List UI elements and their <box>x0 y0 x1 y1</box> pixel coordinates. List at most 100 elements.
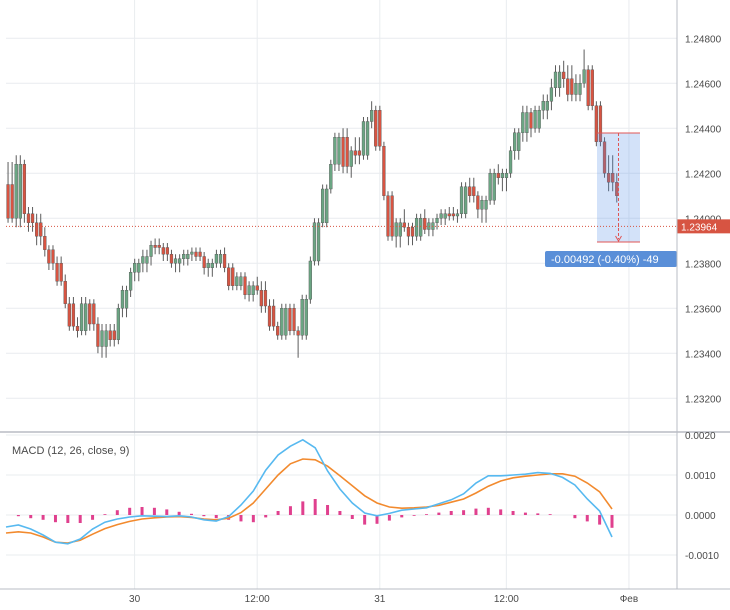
candle-body <box>182 254 186 259</box>
candle-body <box>39 222 43 237</box>
candle-body <box>190 251 194 255</box>
macd-signal-line <box>5 458 613 544</box>
candle-body <box>316 222 321 262</box>
candle-body <box>210 263 214 268</box>
candle-body <box>75 326 80 331</box>
candle-body <box>488 173 492 201</box>
candle-body <box>96 323 100 347</box>
candle-body <box>284 308 288 336</box>
candle-body <box>508 150 513 174</box>
candle-body <box>598 105 603 142</box>
time-tick-label: 30 <box>129 594 141 605</box>
candle-body <box>26 213 31 223</box>
candle-body <box>590 69 594 106</box>
candle-body <box>419 218 423 237</box>
candle-body <box>120 290 125 309</box>
candle-body <box>517 132 521 151</box>
time-tick-label: 12:00 <box>245 594 270 605</box>
candle-body <box>606 173 611 183</box>
measure-arrow-head <box>615 235 622 242</box>
candle-body <box>574 83 578 95</box>
candle-body <box>476 195 480 210</box>
candles <box>6 49 619 358</box>
candle-body <box>255 285 259 291</box>
candle-body <box>276 326 280 336</box>
candle-body <box>10 184 14 219</box>
candle-body <box>165 247 170 255</box>
candle-body <box>206 263 210 268</box>
candle-body <box>161 247 165 255</box>
candle-body <box>484 200 488 210</box>
candle-body <box>312 222 317 262</box>
candle-body <box>545 101 549 111</box>
candle-body <box>259 290 263 307</box>
candle-body <box>22 164 27 214</box>
candle-body <box>333 137 337 165</box>
candle-body <box>562 71 566 79</box>
price-tick-label: 1.23200 <box>685 394 722 405</box>
candle-body <box>6 184 10 219</box>
candle-body <box>84 303 88 331</box>
candle-body <box>218 254 223 264</box>
candle-body <box>504 173 509 178</box>
candle-body <box>500 173 505 178</box>
candle-body <box>414 218 419 237</box>
candle-body <box>108 330 112 340</box>
candle-body <box>280 308 284 336</box>
candle-body <box>239 276 243 286</box>
macd-line <box>5 438 613 545</box>
candle-body <box>349 150 353 167</box>
candle-body <box>406 227 411 237</box>
candle-body <box>227 267 231 286</box>
candle-body <box>382 146 386 196</box>
macd-tick-label: -0.0010 <box>685 551 719 562</box>
candle-body <box>455 213 460 217</box>
candle-body <box>378 110 382 147</box>
time-tick-label: Фев <box>620 594 638 605</box>
candle-body <box>267 305 272 327</box>
candle-body <box>104 330 108 347</box>
candle-body <box>525 112 529 133</box>
candle-body <box>365 121 370 156</box>
candle-body <box>439 213 443 219</box>
measure-label: -0.00492 (-0.40%) -49 <box>551 254 659 266</box>
price-tick-label: 1.24200 <box>685 169 722 180</box>
price-tick-label: 1.23600 <box>685 304 722 315</box>
candle-body <box>447 213 451 217</box>
candle-body <box>124 290 129 309</box>
candle-body <box>235 276 239 286</box>
candle-body <box>292 308 296 331</box>
candle-body <box>47 249 51 264</box>
macd-tick-label: 0.0000 <box>685 511 716 522</box>
candle-body <box>521 112 525 133</box>
candle-body <box>100 330 104 347</box>
candle-body <box>304 299 308 336</box>
candle-body <box>459 186 464 214</box>
candle-body <box>128 272 133 291</box>
candle-body <box>578 83 582 95</box>
candle-body <box>263 290 268 307</box>
candle-body <box>271 305 276 327</box>
candle-body <box>14 164 18 219</box>
candle-body <box>353 150 357 156</box>
candle-body <box>169 254 174 264</box>
candle-body <box>186 254 190 259</box>
candle-body <box>557 71 562 88</box>
candle-body <box>308 260 313 300</box>
candle-body <box>112 330 116 340</box>
candle-body <box>116 308 120 340</box>
candle-body <box>251 285 255 295</box>
macd-tick-label: 0.0020 <box>685 431 716 442</box>
time-tick-label: 31 <box>374 594 386 605</box>
price-tick-label: 1.24400 <box>685 124 722 135</box>
candle-body <box>423 218 427 230</box>
time-grid <box>134 0 630 589</box>
candle-body <box>570 78 574 95</box>
candle-body <box>149 245 153 257</box>
candle-body <box>537 110 541 129</box>
candle-body <box>214 254 219 264</box>
candle-body <box>513 132 517 151</box>
candle-body <box>472 186 476 196</box>
candle-body <box>157 245 161 248</box>
